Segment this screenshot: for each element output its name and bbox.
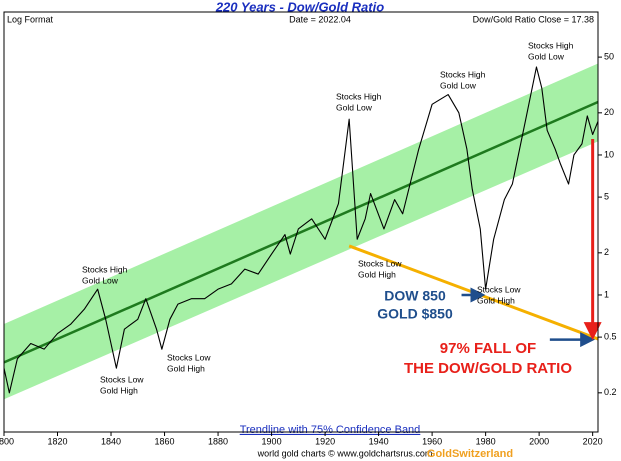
y-tick-label: 0.5 [604, 331, 617, 341]
x-tick-label: 2020 [583, 436, 603, 446]
y-tick-label: 50 [604, 51, 614, 61]
y-tick-label: 1 [604, 289, 609, 299]
x-tick-label: 1940 [369, 436, 389, 446]
annotation: Stocks High [336, 91, 382, 101]
annotation: Gold High [358, 269, 396, 279]
annotation: Gold High [477, 295, 515, 305]
y-tick-label: 5 [604, 191, 609, 201]
annotation: Stocks High [528, 40, 574, 50]
y-tick-label: 0.2 [604, 387, 617, 397]
header-right: Dow/Gold Ratio Close = 17.38 [473, 14, 594, 24]
x-tick-label: 1860 [155, 436, 175, 446]
plot-frame [3, 11, 599, 433]
x-tick-label: 1980 [476, 436, 496, 446]
x-tick-label: 1900 [262, 436, 282, 446]
x-tick-label: 1800 [0, 436, 14, 446]
annotation: Gold Low [336, 102, 373, 112]
callout-red: THE DOW/GOLD RATIO [404, 360, 572, 377]
annotation: Stocks Low [167, 352, 211, 362]
annotation: Stocks Low [358, 258, 402, 268]
x-tick-label: 1960 [422, 436, 442, 446]
annotation: Gold High [100, 385, 138, 395]
header-center: Date = 2022.04 [289, 14, 351, 24]
callout-red: 97% FALL OF [440, 340, 536, 357]
y-tick-label: 20 [604, 107, 614, 117]
callout-blue: GOLD $850 [377, 306, 453, 322]
x-tick-label: 2000 [529, 436, 549, 446]
trend-line [3, 100, 599, 364]
annotation: Stocks High [440, 69, 486, 79]
callout-blue: DOW 850 [384, 288, 446, 304]
ratio-line [3, 66, 599, 394]
chart-title: 220 Years - Dow/Gold Ratio [215, 0, 384, 14]
y-tick-label: 10 [604, 149, 614, 159]
footer-brand: GoldSwitzerland [427, 448, 513, 460]
annotation: Stocks Low [100, 374, 144, 384]
x-tick-label: 1820 [47, 436, 67, 446]
x-tick-label: 1840 [101, 436, 121, 446]
header-left: Log Format [7, 14, 54, 24]
x-tick-label: 1880 [208, 436, 228, 446]
annotation: Gold Low [82, 275, 119, 285]
footer: world gold charts © www.goldchartsrus.co… [257, 448, 433, 458]
annotation: Stocks High [82, 264, 128, 274]
annotation: Gold Low [440, 80, 477, 90]
y-tick-label: 2 [604, 247, 609, 257]
x-tick-label: 1920 [315, 436, 335, 446]
band-caption: Trendline with 75% Confidence Band [240, 424, 421, 436]
annotation: Gold Low [528, 51, 565, 61]
annotation: Stocks Low [477, 284, 521, 294]
annotation: Gold High [167, 363, 205, 373]
